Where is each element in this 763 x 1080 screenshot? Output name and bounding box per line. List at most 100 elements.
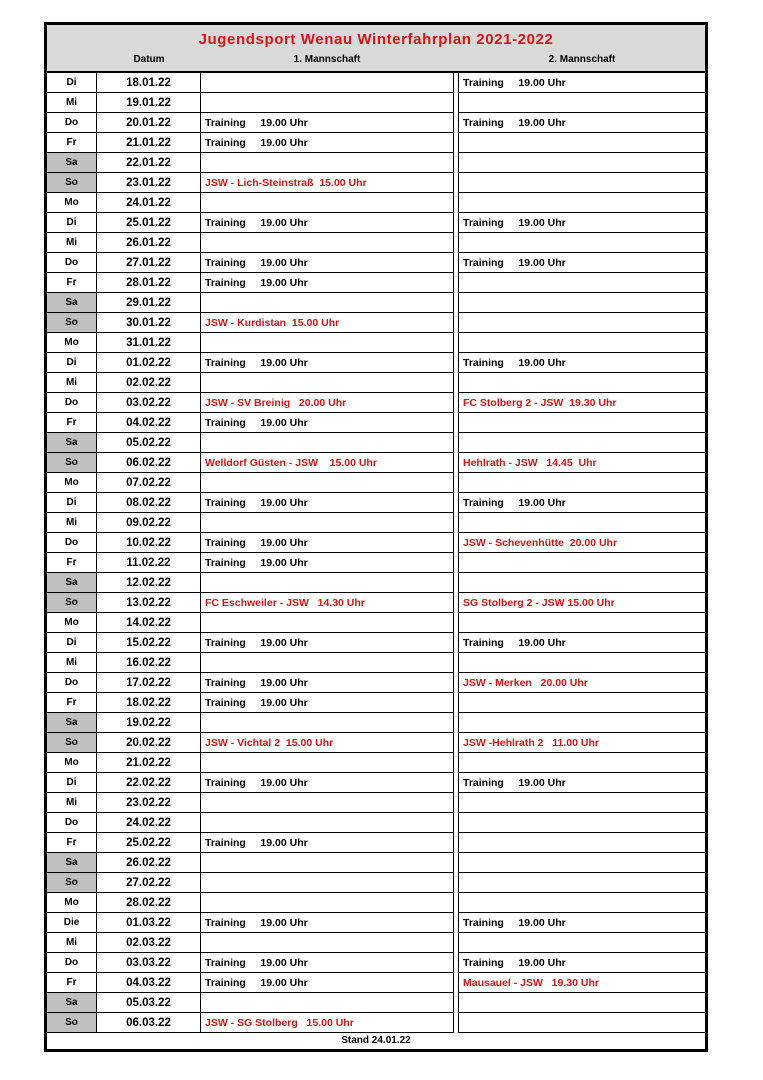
- mannschaft1-cell: [201, 893, 453, 913]
- table-row-08.02.22: Di 08.02.22 Training 19.00 Uhr Training …: [47, 493, 705, 513]
- date-cell: 25.02.22: [97, 833, 201, 853]
- table-row-31.01.22: Mo 31.01.22: [47, 333, 705, 353]
- weekday-cell: So: [47, 313, 97, 333]
- date-cell: 07.02.22: [97, 473, 201, 493]
- mannschaft2-cell: Training 19.00 Uhr: [459, 913, 705, 933]
- table-row-06.02.22: So 06.02.22 Welldorf Güsten - JSW 15.00 …: [47, 453, 705, 473]
- weekday-cell: So: [47, 733, 97, 753]
- weekday-cell: Mo: [47, 893, 97, 913]
- mannschaft1-cell: Training 19.00 Uhr: [201, 693, 453, 713]
- mannschaft1-cell: [201, 73, 453, 93]
- table-row-13.02.22: So 13.02.22 FC Eschweiler - JSW 14.30 Uh…: [47, 593, 705, 613]
- table-row-19.01.22: Mi 19.01.22: [47, 93, 705, 113]
- column-header-row: Datum 1. Mannschaft 2. Mannschaft: [47, 54, 705, 65]
- column-divider: [453, 733, 459, 753]
- date-cell: 01.03.22: [97, 913, 201, 933]
- weekday-cell: Di: [47, 213, 97, 233]
- mannschaft1-cell: Training 19.00 Uhr: [201, 273, 453, 293]
- weekday-cell: Mo: [47, 613, 97, 633]
- table-row-28.02.22: Mo 28.02.22: [47, 893, 705, 913]
- table-row-03.02.22: Do 03.02.22 JSW - SV Breinig 20.00 Uhr F…: [47, 393, 705, 413]
- mannschaft1-cell: [201, 233, 453, 253]
- date-cell: 27.01.22: [97, 253, 201, 273]
- date-cell: 03.03.22: [97, 953, 201, 973]
- date-cell: 28.01.22: [97, 273, 201, 293]
- column-divider: [453, 933, 459, 953]
- table-row-29.01.22: Sa 29.01.22: [47, 293, 705, 313]
- column-divider: [453, 173, 459, 193]
- date-cell: 22.02.22: [97, 773, 201, 793]
- column-divider: [453, 533, 459, 553]
- mannschaft2-cell: Training 19.00 Uhr: [459, 73, 705, 93]
- mannschaft1-cell: Training 19.00 Uhr: [201, 253, 453, 273]
- mannschaft1-cell: [201, 813, 453, 833]
- column-divider: [453, 633, 459, 653]
- column-divider: [453, 433, 459, 453]
- mannschaft2-cell: [459, 753, 705, 773]
- date-cell: 13.02.22: [97, 593, 201, 613]
- column-divider: [453, 493, 459, 513]
- mannschaft1-cell: [201, 753, 453, 773]
- table-row-07.02.22: Mo 07.02.22: [47, 473, 705, 493]
- mannschaft1-cell: JSW - Lich-Steinstraß 15.00 Uhr: [201, 173, 453, 193]
- mannschaft2-cell: [459, 833, 705, 853]
- mannschaft2-cell: [459, 473, 705, 493]
- weekday-cell: Mo: [47, 193, 97, 213]
- mannschaft2-cell: Hehlrath - JSW 14.45 Uhr: [459, 453, 705, 473]
- date-cell: 05.02.22: [97, 433, 201, 453]
- date-cell: 01.02.22: [97, 353, 201, 373]
- mannschaft2-cell: [459, 233, 705, 253]
- column-header-day: [47, 54, 97, 65]
- weekday-cell: So: [47, 453, 97, 473]
- table-row-23.02.22: Mi 23.02.22: [47, 793, 705, 813]
- mannschaft2-cell: [459, 873, 705, 893]
- date-cell: 06.02.22: [97, 453, 201, 473]
- column-divider: [453, 233, 459, 253]
- column-divider: [453, 653, 459, 673]
- table-row-27.01.22: Do 27.01.22 Training 19.00 Uhr Training …: [47, 253, 705, 273]
- column-divider: [453, 953, 459, 973]
- mannschaft2-cell: Training 19.00 Uhr: [459, 353, 705, 373]
- table-row-24.01.22: Mo 24.01.22: [47, 193, 705, 213]
- weekday-cell: So: [47, 173, 97, 193]
- column-divider: [453, 213, 459, 233]
- weekday-cell: Sa: [47, 153, 97, 173]
- mannschaft1-cell: Training 19.00 Uhr: [201, 833, 453, 853]
- footer-stand: Stand 24.01.22: [341, 1035, 411, 1046]
- mannschaft1-cell: Training 19.00 Uhr: [201, 493, 453, 513]
- mannschaft2-cell: [459, 613, 705, 633]
- column-divider: [453, 973, 459, 993]
- table-row-06.03.22: So 06.03.22 JSW - SG Stolberg 15.00 Uhr: [47, 1013, 705, 1033]
- mannschaft1-cell: [201, 193, 453, 213]
- date-cell: 19.01.22: [97, 93, 201, 113]
- table-row-20.01.22: Do 20.01.22 Training 19.00 Uhr Training …: [47, 113, 705, 133]
- table-row-09.02.22: Mi 09.02.22: [47, 513, 705, 533]
- table-row-10.02.22: Do 10.02.22 Training 19.00 Uhr JSW - Sch…: [47, 533, 705, 553]
- date-cell: 03.02.22: [97, 393, 201, 413]
- column-divider: [453, 593, 459, 613]
- mannschaft1-cell: Training 19.00 Uhr: [201, 353, 453, 373]
- date-cell: 12.02.22: [97, 573, 201, 593]
- weekday-cell: Mo: [47, 333, 97, 353]
- date-cell: 19.02.22: [97, 713, 201, 733]
- table-row-11.02.22: Fr 11.02.22 Training 19.00 Uhr: [47, 553, 705, 573]
- date-cell: 31.01.22: [97, 333, 201, 353]
- mannschaft1-cell: Welldorf Güsten - JSW 15.00 Uhr: [201, 453, 453, 473]
- mannschaft1-cell: Training 19.00 Uhr: [201, 213, 453, 233]
- column-divider: [453, 73, 459, 93]
- weekday-cell: Do: [47, 113, 97, 133]
- date-cell: 28.02.22: [97, 893, 201, 913]
- table-row-26.01.22: Mi 26.01.22: [47, 233, 705, 253]
- mannschaft1-cell: [201, 293, 453, 313]
- mannschaft2-cell: Training 19.00 Uhr: [459, 953, 705, 973]
- mannschaft1-cell: Training 19.00 Uhr: [201, 673, 453, 693]
- mannschaft1-cell: [201, 513, 453, 533]
- mannschaft2-cell: [459, 273, 705, 293]
- weekday-cell: Mi: [47, 653, 97, 673]
- date-cell: 29.01.22: [97, 293, 201, 313]
- column-divider: [453, 833, 459, 853]
- mannschaft1-cell: [201, 333, 453, 353]
- weekday-cell: Mo: [47, 753, 97, 773]
- date-cell: 11.02.22: [97, 553, 201, 573]
- column-divider: [453, 353, 459, 373]
